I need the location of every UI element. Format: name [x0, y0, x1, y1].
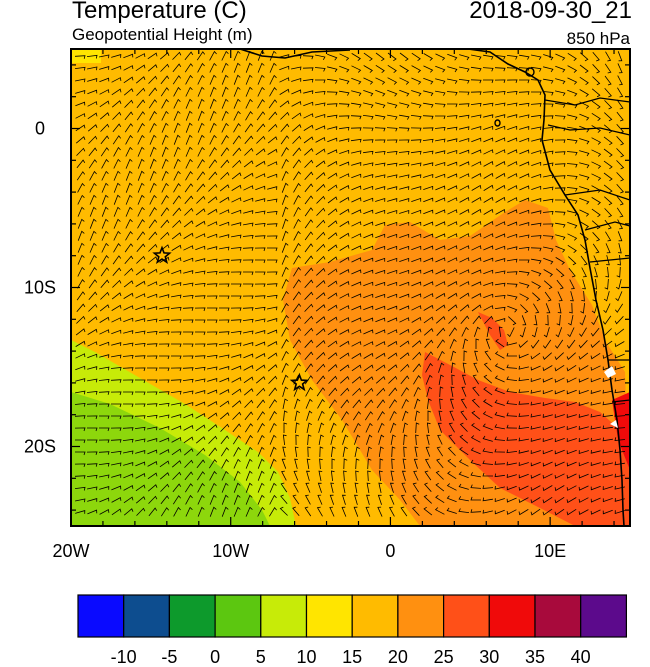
- x-tick-label: 10E: [534, 541, 566, 561]
- colorbar-swatch: [168, 594, 216, 638]
- colorbar-label: 35: [524, 647, 546, 667]
- colorbar-swatch: [260, 594, 308, 638]
- x-tick-label: 10W: [212, 541, 249, 561]
- map-title: Temperature (C): [72, 0, 247, 24]
- y-tick-label: 10S: [24, 278, 56, 298]
- colorbar-label: 40: [570, 647, 591, 667]
- colorbar-swatch: [488, 594, 536, 638]
- lake-white: [604, 366, 618, 428]
- y-tick-label: 20S: [24, 437, 56, 457]
- temp-region-35: [612, 392, 630, 470]
- colorbar-swatch: [443, 594, 490, 638]
- valid-datetime: 2018-09-30_21: [469, 0, 632, 24]
- colorbar-swatch: [397, 594, 445, 638]
- colorbar-label: 30: [479, 647, 500, 667]
- colorbar-label: -10: [110, 647, 137, 667]
- x-tick-label: 20W: [52, 541, 89, 561]
- map-subtitle: Geopotential Height (m): [72, 25, 253, 44]
- colorbar: [77, 594, 628, 638]
- colorbar-label: 10: [296, 647, 317, 667]
- colorbar-swatch: [534, 594, 582, 638]
- colorbar-swatch: [580, 594, 628, 638]
- colorbar-label: 0: [210, 647, 221, 667]
- colorbar-label: 15: [342, 647, 363, 667]
- country-borders: [544, 97, 630, 403]
- map-field: [71, 49, 630, 526]
- temp-region-5: [71, 392, 270, 526]
- station-markers: [152, 245, 310, 392]
- star-marker: [152, 245, 172, 265]
- temp-patch-15: [71, 49, 101, 63]
- star-marker: [289, 372, 310, 392]
- temp-region-30b: [478, 312, 508, 350]
- axis-ticks: [70, 49, 630, 526]
- colorbar-swatch: [305, 594, 353, 638]
- colorbar-swatch: [214, 594, 262, 638]
- colorbar-swatch: [77, 594, 125, 638]
- wind-barbs: [74, 50, 626, 517]
- pressure-level: 850 hPa: [566, 29, 630, 48]
- temp-region-30: [422, 352, 630, 526]
- colorbar-swatch: [351, 594, 399, 638]
- island-1: [494, 67, 535, 127]
- x-tick-label: 0: [385, 541, 395, 561]
- colorbar-label: 5: [255, 647, 266, 667]
- axis-tick-labels: 20W 10W 0 10E 0 10S 20S: [24, 119, 566, 562]
- colorbar-label: 25: [433, 647, 454, 667]
- colorbar-label: 20: [387, 647, 408, 667]
- colorbar-label: -5: [161, 647, 178, 667]
- colorbar-swatch: [123, 594, 170, 638]
- y-tick-label: 0: [35, 119, 45, 139]
